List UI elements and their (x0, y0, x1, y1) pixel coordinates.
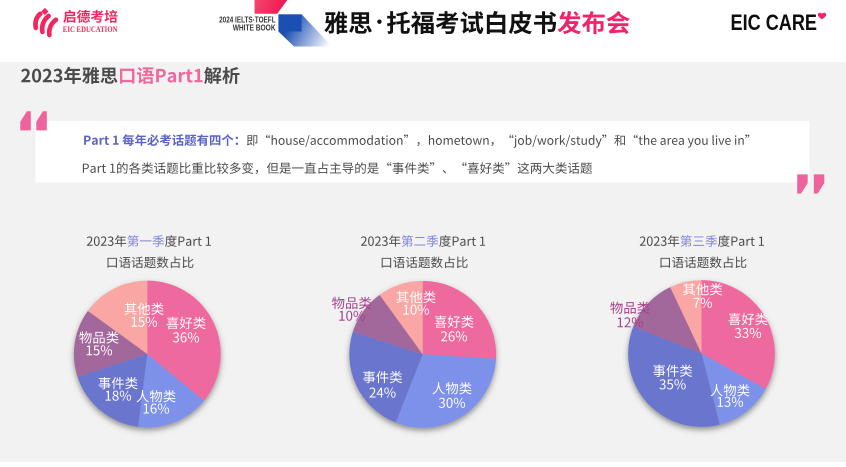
svg-text:2024 IELTS·TOEFL: 2024 IELTS·TOEFL (219, 16, 276, 25)
svg-text:EIC CARE: EIC CARE (731, 10, 818, 35)
svg-text:EIC EDUCATION: EIC EDUCATION (63, 25, 118, 34)
svg-text:WHITE BOOK: WHITE BOOK (233, 24, 276, 33)
